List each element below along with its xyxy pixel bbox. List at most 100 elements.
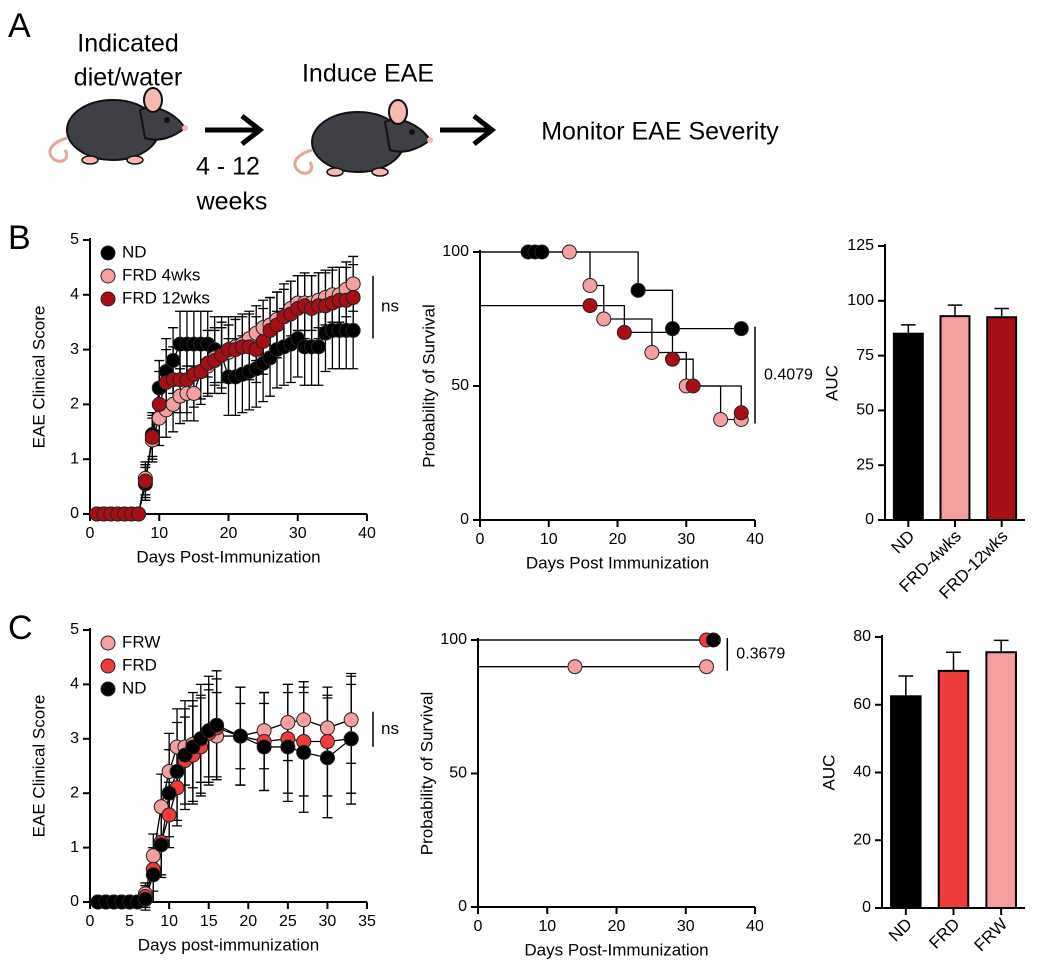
legend-label: ND <box>122 678 147 697</box>
significance-label: ns <box>381 297 399 316</box>
y-tick-label: 5 <box>70 621 79 638</box>
survival-step <box>590 304 626 333</box>
x-axis-label: Days Post-Immunization <box>136 547 320 566</box>
y-tick-label: 0 <box>458 898 467 915</box>
y-tick-label: 2 <box>70 784 79 801</box>
data-point <box>319 750 335 766</box>
survival-step <box>603 318 653 353</box>
survival-step <box>693 385 742 413</box>
x-tick-label: 30 <box>677 531 695 548</box>
y-tick-label: 100 <box>440 631 467 648</box>
x-tick-label: 30 <box>319 913 337 930</box>
legend-label: FRD <box>122 655 157 674</box>
error-bar <box>994 307 1009 318</box>
y-tick-label: 5 <box>70 231 79 248</box>
y-axis-label: AUC <box>819 755 838 791</box>
x-axis-label: Days post-immunization <box>138 935 319 954</box>
y-tick-label: 3 <box>70 341 79 358</box>
data-point <box>699 659 715 675</box>
data-point <box>345 290 361 306</box>
survival-step <box>638 289 674 329</box>
data-point <box>232 728 248 744</box>
bar <box>985 651 1017 910</box>
y-tick-label: 50 <box>856 402 874 419</box>
legend-marker <box>100 681 116 697</box>
bar <box>890 695 922 909</box>
data-point <box>280 739 296 755</box>
y-tick-label: 100 <box>847 292 874 309</box>
x-tick-label: 0 <box>474 918 483 935</box>
y-tick-label: 40 <box>853 764 871 781</box>
series-line <box>97 719 352 903</box>
mouse-icon <box>293 99 433 177</box>
x-tick-label: 35 <box>358 913 376 930</box>
y-axis-label: Probability of Survival <box>419 304 438 467</box>
legend-label: FRW <box>122 632 160 651</box>
bar <box>939 315 971 522</box>
error-bar <box>993 639 1009 653</box>
data-point <box>161 785 177 801</box>
legend-label: ND <box>122 242 147 261</box>
step-text: Indicated <box>77 30 178 58</box>
data-point <box>319 734 335 750</box>
x-tick-label: FRW <box>971 915 1012 956</box>
data-point <box>582 278 598 293</box>
x-tick-label: 20 <box>609 531 627 548</box>
y-tick-label: 4 <box>70 286 79 303</box>
data-point <box>186 385 202 401</box>
data-point <box>561 244 577 260</box>
data-point <box>137 891 153 907</box>
duration-text: weeks <box>196 188 268 216</box>
step-text: Induce EAE <box>302 60 434 88</box>
mouse-icon <box>48 87 188 165</box>
bar <box>937 669 970 909</box>
data-point <box>165 353 181 369</box>
data-point <box>705 632 721 648</box>
x-tick-label: FRD <box>925 915 963 953</box>
y-tick-label: 3 <box>70 730 79 747</box>
data-point <box>255 333 271 349</box>
legend-marker <box>100 291 116 307</box>
x-tick-label: 5 <box>125 913 134 930</box>
data-point <box>280 714 296 730</box>
significance-label: 0.4079 <box>764 366 813 383</box>
x-tick-label: 10 <box>160 913 178 930</box>
data-point <box>616 324 632 340</box>
data-point <box>345 276 361 292</box>
y-tick-label: 0 <box>70 505 79 522</box>
bar <box>892 332 924 521</box>
x-tick-label: 40 <box>746 531 764 548</box>
data-point <box>130 506 146 522</box>
data-point <box>644 345 660 360</box>
x-tick-label: 20 <box>608 918 626 935</box>
step-text: diet/water <box>74 64 182 92</box>
data-point <box>161 807 177 823</box>
series-line <box>96 283 354 515</box>
data-point <box>343 731 359 747</box>
legend-label: FRD 12wks <box>122 288 210 307</box>
y-axis-label: Probability of Survival <box>417 692 436 855</box>
significance-label: 0.3679 <box>736 646 785 663</box>
data-point <box>713 412 729 427</box>
data-point <box>144 429 160 445</box>
data-point <box>256 739 272 755</box>
error-bar <box>901 324 916 334</box>
x-tick-label: 0 <box>86 913 95 930</box>
x-tick-label: 30 <box>677 918 695 935</box>
data-point <box>582 298 598 314</box>
data-point <box>151 396 167 412</box>
y-tick-label: 2 <box>70 396 79 413</box>
data-point <box>665 321 680 337</box>
y-tick-label: 100 <box>442 243 469 260</box>
x-axis-label: Days Post-Immunization <box>524 940 708 959</box>
arrow <box>440 114 497 146</box>
x-tick-label: 10 <box>538 918 556 935</box>
legend-label: FRD 4wks <box>122 265 200 284</box>
data-point <box>169 763 185 779</box>
data-point <box>153 837 169 853</box>
legend-marker <box>100 245 116 261</box>
data-point <box>534 244 550 260</box>
y-tick-label: 60 <box>853 696 871 713</box>
x-tick-label: ND <box>885 915 916 946</box>
x-tick-label: ND <box>888 527 919 558</box>
